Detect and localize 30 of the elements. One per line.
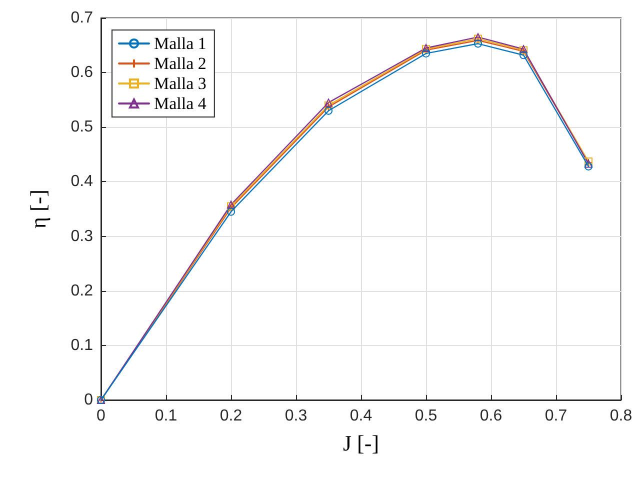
point [227, 208, 235, 216]
point [474, 40, 482, 48]
x-tick-label: 0.3 [284, 408, 308, 424]
point [324, 98, 332, 107]
y-tick-label: 0.4 [70, 173, 94, 190]
y-tick-label: 0.1 [70, 336, 94, 354]
y-tick-label: 0.5 [70, 118, 94, 136]
y-tick-label: 0.2 [70, 282, 94, 300]
legend-label: Malla 1 [154, 34, 206, 53]
x-tick-label: 0.2 [220, 408, 242, 424]
legend-label: Malla 3 [154, 74, 206, 93]
x-tick-label: 0.7 [544, 408, 568, 424]
x-tick-label: 0.8 [610, 408, 632, 424]
x-tick-label: 0.5 [414, 408, 438, 424]
y-tick-label: 0.6 [70, 64, 94, 82]
x-axis-title: J [-] [342, 430, 380, 456]
x-tick-label: 0.1 [154, 408, 178, 424]
y-tick-label: 0.7 [70, 10, 94, 26]
x-tick-label: 0.6 [480, 408, 502, 424]
y-tick-label: 0.3 [70, 228, 94, 245]
x-tick-label: 0 [96, 408, 106, 424]
y-tick-label: 0 [84, 392, 94, 408]
point [520, 51, 528, 60]
point [422, 49, 430, 58]
legend-label: Malla 2 [154, 54, 206, 73]
x-tick-label: 0.4 [350, 408, 372, 424]
point [584, 162, 592, 170]
point [324, 106, 332, 115]
y-axis-title: η [-] [26, 190, 50, 228]
legend-label: Malla 4 [154, 94, 207, 113]
